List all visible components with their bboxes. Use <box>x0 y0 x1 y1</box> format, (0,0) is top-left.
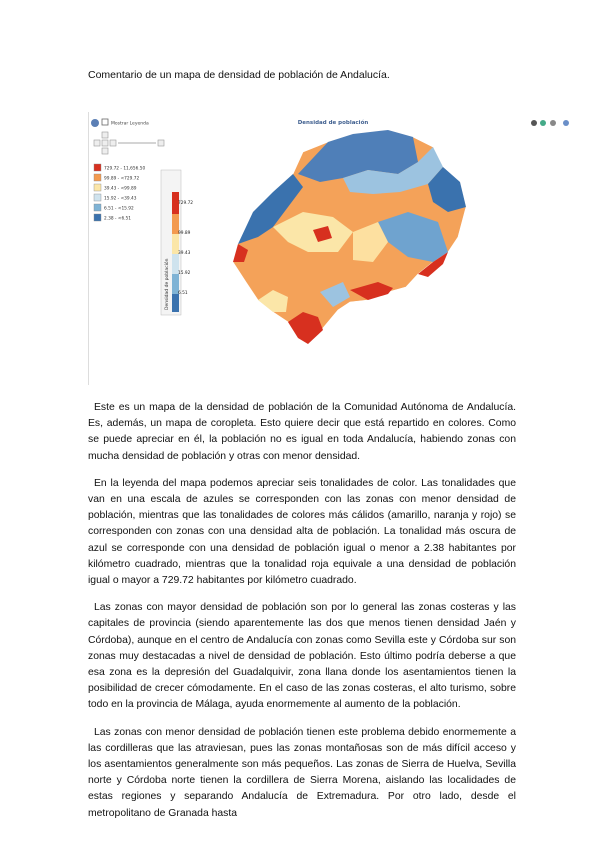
legend-swatch <box>93 203 102 212</box>
scale-segment <box>172 254 179 274</box>
region <box>353 222 388 262</box>
tool-icon[interactable] <box>540 120 546 126</box>
scale-segment <box>172 214 179 234</box>
scale-label: 99.89 <box>178 230 191 236</box>
color-scale: Densidad de población <box>160 169 182 316</box>
zoom-button[interactable] <box>101 131 109 139</box>
legend-label: 15.92 - <39.43 <box>104 196 137 202</box>
paragraph: Este es un mapa de la densidad de poblac… <box>88 402 516 462</box>
legend-label: 99.89 - <729.72 <box>104 176 139 182</box>
map-screenshot: Mostrar Leyenda 729.72 - 11,656.50 99.89 … <box>88 112 569 385</box>
legend-swatch <box>93 163 102 172</box>
legend: 729.72 - 11,656.50 99.89 - <729.72 39.43 -… <box>93 163 145 222</box>
legend-label: 2.38 - <6.51 <box>104 216 131 222</box>
scale-label: 15.92 <box>178 270 191 276</box>
legend-label: 729.72 - 11,656.50 <box>104 166 145 172</box>
paragraph: Las zonas con menor densidad de població… <box>88 726 516 819</box>
map-title: Densidad de población <box>298 119 369 126</box>
legend-label: 39.43 - <99.89 <box>104 186 137 192</box>
scale-label: 39.43 <box>178 250 191 256</box>
region <box>233 244 248 262</box>
zoom-button[interactable] <box>101 139 109 147</box>
zoom-button[interactable] <box>93 139 101 147</box>
paragraph: Las zonas con mayor densidad de població… <box>88 602 516 711</box>
scale-segment <box>172 234 179 254</box>
region <box>258 290 288 312</box>
zoom-button[interactable] <box>109 139 117 147</box>
legend-swatch <box>93 173 102 182</box>
body-text: Este es un mapa de la densidad de poblac… <box>88 400 516 833</box>
legend-swatch <box>93 193 102 202</box>
region <box>428 167 466 212</box>
paragraph: En la leyenda del mapa podemos apreciar … <box>88 477 516 587</box>
region <box>238 174 303 244</box>
tool-icon[interactable] <box>550 120 556 126</box>
region <box>418 252 448 277</box>
region <box>320 282 350 307</box>
tool-icon[interactable] <box>531 120 537 126</box>
heading: Comentario de un mapa de densidad de pob… <box>88 69 390 81</box>
toolbar-icon[interactable] <box>91 119 99 127</box>
region <box>378 212 448 262</box>
legend-toggle[interactable]: Mostrar Leyenda <box>111 121 149 127</box>
legend-checkbox[interactable] <box>101 118 109 126</box>
region <box>288 312 323 344</box>
scale-segment <box>172 294 179 312</box>
region <box>273 212 353 252</box>
scale-segment <box>172 192 179 214</box>
scale-segment <box>172 274 179 294</box>
legend-swatch <box>93 213 102 222</box>
scale-label: 729.72 <box>178 200 193 206</box>
region <box>313 226 332 242</box>
region <box>350 282 393 300</box>
tool-icon[interactable] <box>563 120 569 126</box>
legend-label: 6.51 - <15.92 <box>104 206 134 212</box>
zoom-controls <box>93 131 165 155</box>
region <box>298 130 418 182</box>
zoom-button[interactable] <box>101 147 109 155</box>
zoom-button[interactable] <box>157 139 165 147</box>
scale-labels: 729.72 99.89 39.43 15.92 6.51 <box>178 200 193 296</box>
choropleth-map <box>232 129 467 345</box>
map-tools <box>531 120 569 126</box>
legend-swatch <box>93 183 102 192</box>
scale-title: Densidad de población <box>163 258 170 310</box>
region <box>343 147 443 194</box>
scale-label: 6.51 <box>178 290 188 296</box>
